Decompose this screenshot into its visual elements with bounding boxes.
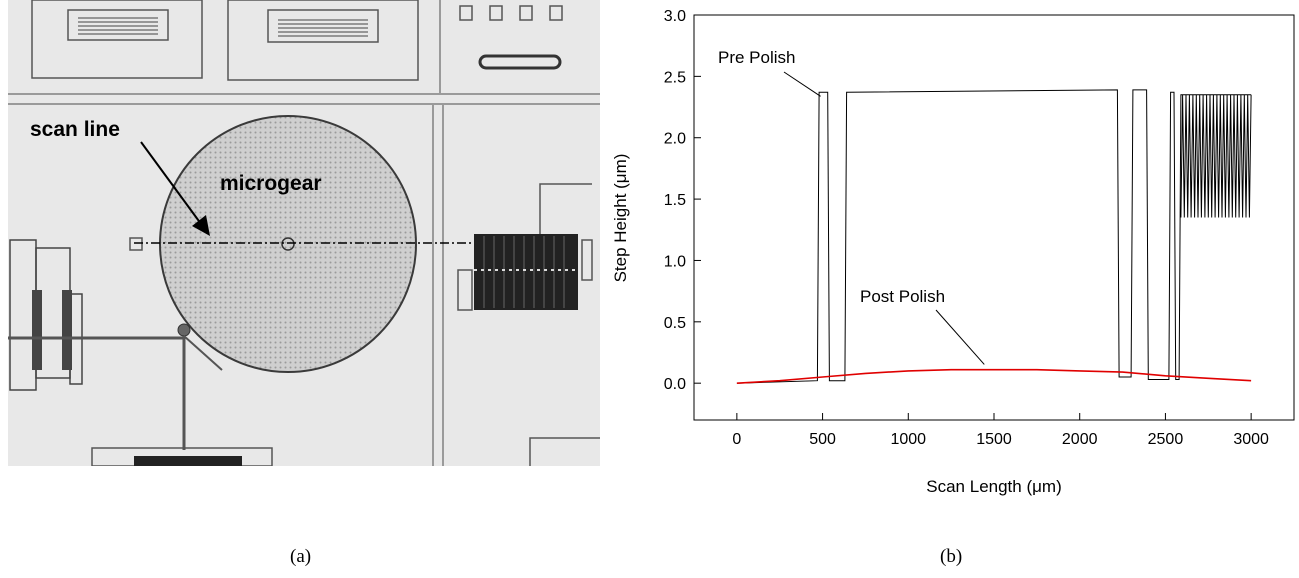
micrograph-image: scan line microgear bbox=[8, 0, 600, 466]
panel-label-b: (b) bbox=[940, 546, 963, 567]
series-line-post-polish bbox=[736, 368, 1252, 384]
y-tick-label: 3.0 bbox=[664, 8, 686, 25]
annotation-post-polish: Post Polish bbox=[860, 287, 945, 306]
x-tick-label: 3000 bbox=[1233, 431, 1269, 448]
y-tick-label: 2.0 bbox=[664, 131, 686, 148]
y-tick-label: 0.0 bbox=[664, 376, 686, 393]
x-tick-label: 2000 bbox=[1062, 431, 1098, 448]
annotation-arrow-post-polish bbox=[935, 309, 985, 365]
x-axis-label: Scan Length (μm) bbox=[926, 477, 1061, 496]
panel-label-a: (a) bbox=[290, 546, 312, 567]
x-tick-label: 1000 bbox=[890, 431, 926, 448]
series-line-pre-polish-oscillation bbox=[1180, 94, 1252, 218]
annotation-arrow-pre-polish bbox=[783, 71, 821, 97]
y-tick-label: 0.5 bbox=[664, 315, 686, 332]
x-tick-label: 1500 bbox=[976, 431, 1012, 448]
y-tick-label: 1.0 bbox=[664, 253, 686, 270]
x-tick-label: 2500 bbox=[1148, 431, 1184, 448]
microgear-label: microgear bbox=[220, 172, 322, 195]
y-axis-label: Step Height (μm) bbox=[611, 154, 630, 283]
annotation-pre-polish: Pre Polish bbox=[718, 48, 795, 67]
plot-frame bbox=[693, 14, 1295, 421]
x-tick-label: 500 bbox=[809, 431, 836, 448]
step-height-chart: 0 500 1000 1500 2000 2500 3000 0.0 0.5 1.0 1.5 2.0 2… bbox=[611, 8, 1295, 496]
series-line-pre-polish bbox=[736, 89, 1252, 384]
y-tick-label: 2.5 bbox=[664, 69, 686, 86]
scan-line-label: scan line bbox=[30, 118, 120, 141]
y-tick-label: 1.5 bbox=[664, 192, 686, 209]
x-tick-label: 0 bbox=[732, 431, 741, 448]
